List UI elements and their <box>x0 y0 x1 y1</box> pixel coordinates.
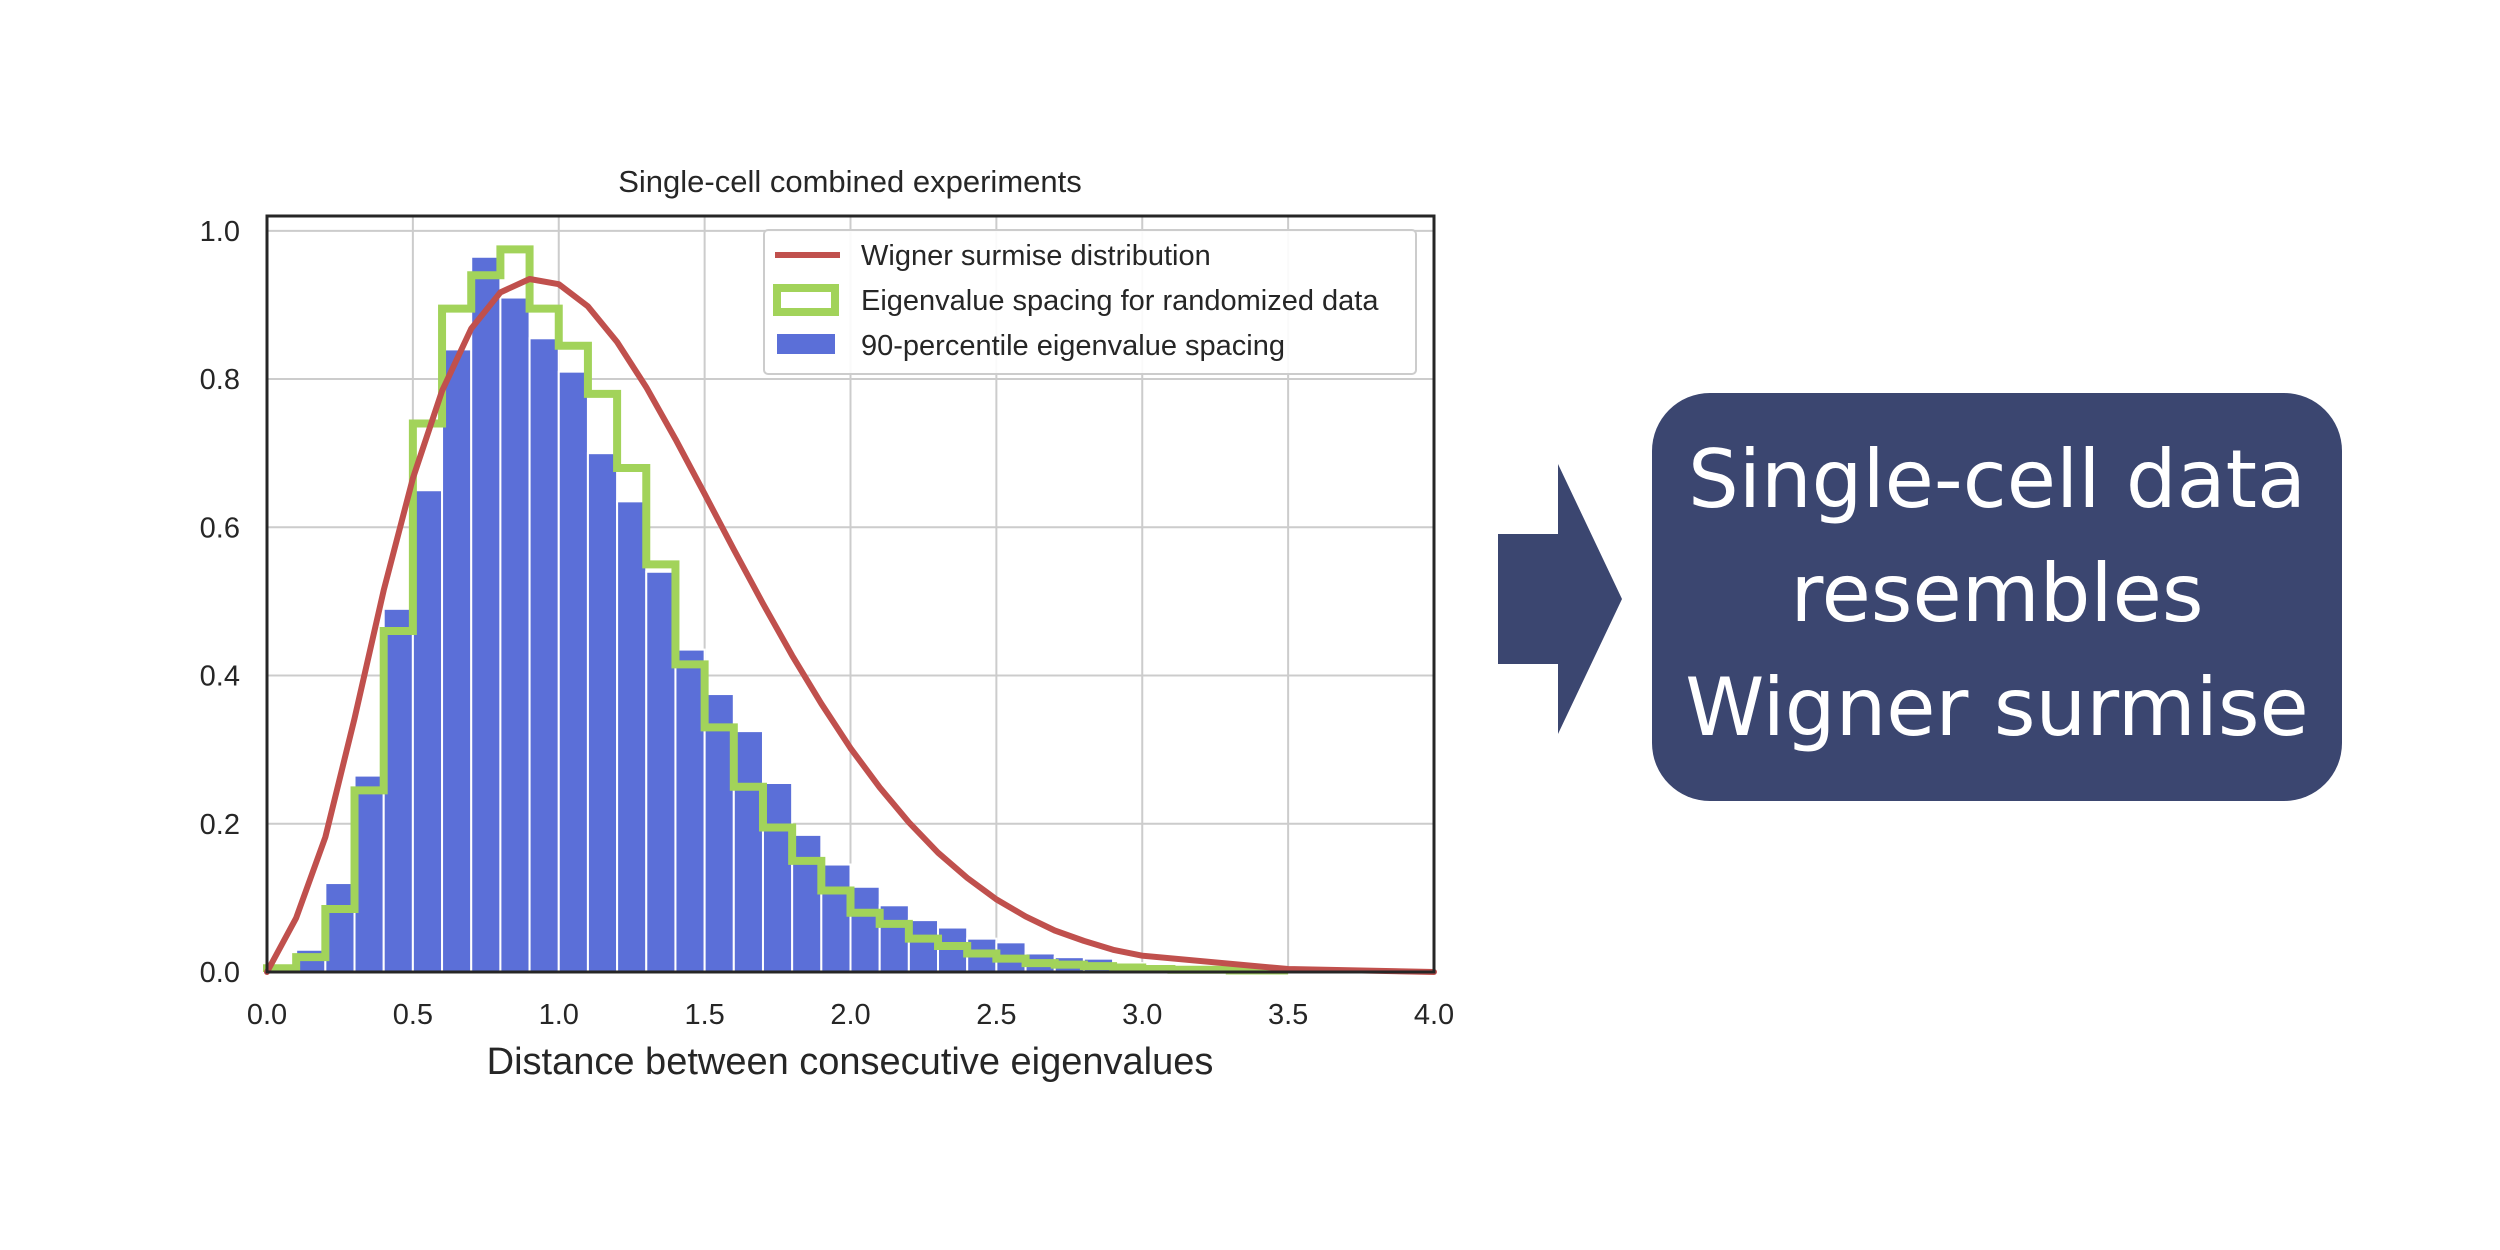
histogram-bar <box>470 255 502 973</box>
x-tick-label: 1.5 <box>684 999 724 1031</box>
x-tick-label: 3.5 <box>1268 999 1308 1031</box>
chart: Single-cell combined experiments 0.0 0.5 1… <box>200 164 1454 1083</box>
histogram-bar <box>674 648 706 974</box>
histogram-bar <box>878 904 910 974</box>
step-histogram <box>263 245 1293 975</box>
histogram-bar <box>441 348 473 974</box>
x-tick-label: 0.5 <box>393 999 433 1031</box>
wigner-line <box>264 276 1437 975</box>
x-axis-ticks: 0.0 0.5 1.0 1.5 2.0 2.5 3.0 3.5 4.0 <box>247 999 1454 1031</box>
step-outline <box>263 245 1293 975</box>
plot-frame <box>265 214 1436 974</box>
x-tick-label: 2.0 <box>830 999 870 1031</box>
y-tick-label: 0.6 <box>200 512 240 544</box>
histogram-bar <box>586 452 619 974</box>
chart-title: Single-cell combined experiments <box>618 164 1082 199</box>
x-axis-label: Distance between consecutive eigenvalues <box>487 1041 1214 1083</box>
x-tick-label: 0.0 <box>247 999 287 1031</box>
legend-label-wigner: Wigner surmise distribution <box>861 240 1211 272</box>
legend: Wigner surmise distribution Eigenvalue s… <box>763 229 1417 375</box>
histogram-bar <box>353 774 385 974</box>
histogram-bar <box>703 693 735 973</box>
histogram-bar <box>616 500 648 973</box>
x-tick-label: 3.0 <box>1122 999 1162 1031</box>
histogram-bar <box>761 782 794 973</box>
histogram-bar <box>732 730 764 974</box>
histogram-bar <box>528 337 560 973</box>
y-tick-label: 0.4 <box>200 661 240 693</box>
y-axis-ticks: 0.0 0.2 0.4 0.6 0.8 1.0 <box>200 216 240 989</box>
callout-line-2: resembles <box>1790 547 2204 640</box>
x-tick-label: 1.0 <box>539 999 579 1031</box>
histogram-bar <box>820 863 852 974</box>
histogram-bar <box>324 882 356 974</box>
histogram-bar <box>849 885 881 973</box>
y-tick-label: 0.0 <box>200 957 240 989</box>
callout-text: Single-cell data resembles Wigner surmis… <box>1657 423 2337 765</box>
legend-step-swatch <box>773 284 839 316</box>
histogram-bar <box>411 489 444 973</box>
x-tick-label: 4.0 <box>1414 999 1454 1031</box>
legend-bar-swatch <box>777 334 835 354</box>
histogram-bar <box>499 296 531 973</box>
callout-line-3: Wigner surmise <box>1685 661 2309 754</box>
histogram-bar <box>791 833 823 973</box>
histogram-bar <box>907 919 940 974</box>
legend-frame <box>763 229 1417 375</box>
callout-line-1: Single-cell data <box>1687 433 2307 526</box>
histogram-bar <box>382 607 414 974</box>
legend-label-randomized: Eigenvalue spacing for randomized data <box>861 285 1379 317</box>
histogram-bar <box>557 370 589 974</box>
y-tick-label: 0.2 <box>200 809 240 841</box>
y-tick-label: 1.0 <box>200 216 240 248</box>
legend-label-percentile: 90-percentile eigenvalue spacing <box>861 330 1285 362</box>
x-tick-label: 2.5 <box>976 999 1016 1031</box>
histogram-bar <box>645 570 677 973</box>
wigner-curve <box>264 276 1437 975</box>
right-arrow-icon <box>1498 464 1622 734</box>
y-tick-label: 0.8 <box>200 364 240 396</box>
conclusion-callout: Single-cell data resembles Wigner surmis… <box>1652 393 2342 801</box>
